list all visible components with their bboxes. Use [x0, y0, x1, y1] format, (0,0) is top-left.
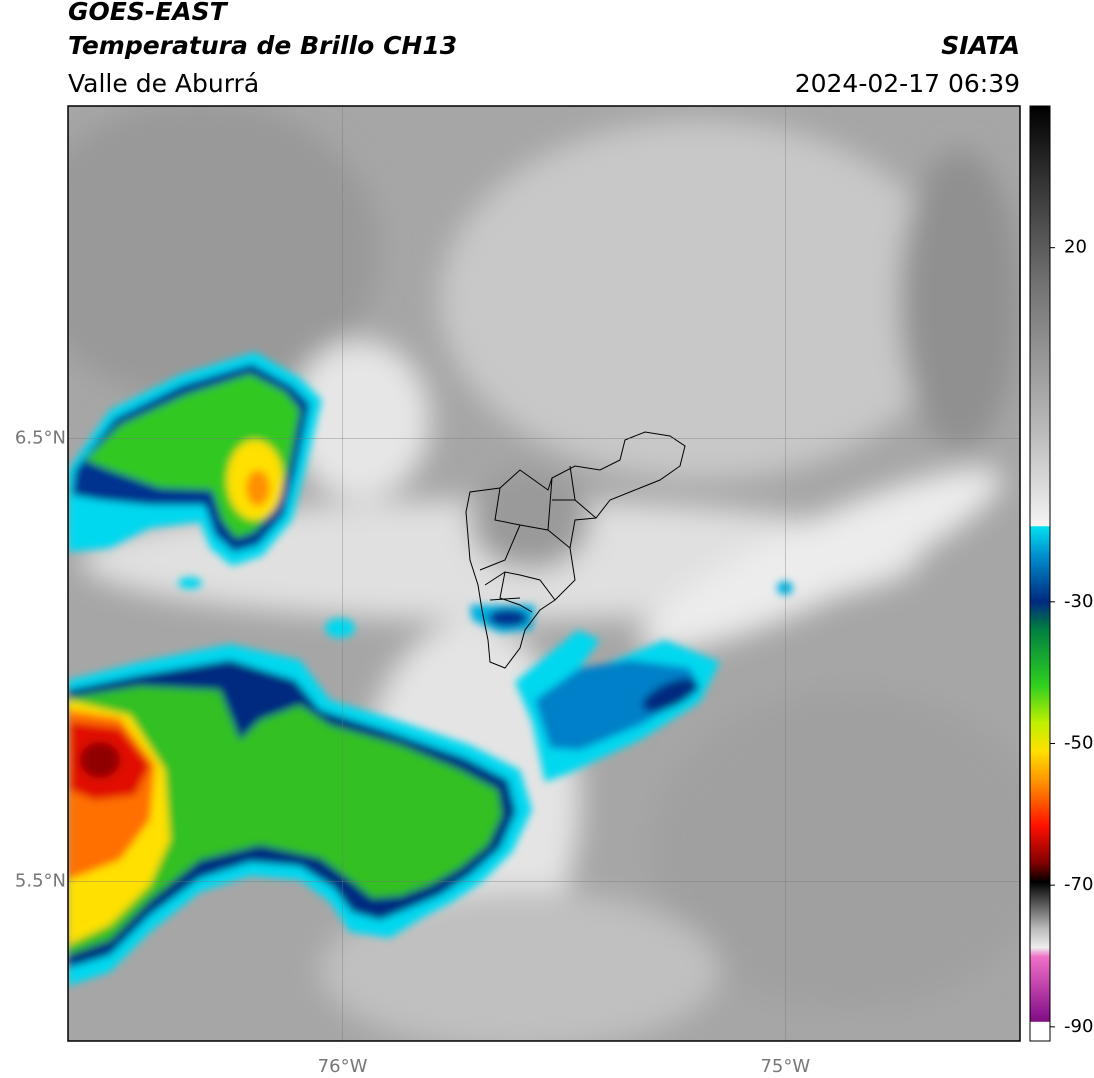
title: GOES-EAST — [68, 0, 229, 26]
source: SIATA — [941, 31, 1020, 60]
x-tick-label: 75°W — [760, 1056, 810, 1077]
x-tick-label: 76°W — [318, 1056, 368, 1077]
timestamp: 2024-02-17 06:39 — [795, 69, 1020, 98]
map-frame — [67, 105, 1021, 1042]
colorbar-tick-label: -30 — [1064, 591, 1093, 612]
colorbar-tick-label: -50 — [1064, 733, 1093, 754]
y-tick-label: 6.5°N — [15, 427, 66, 448]
colorbar-tick-label: 20 — [1064, 237, 1087, 258]
colorbar — [1029, 105, 1051, 1042]
boundaries — [465, 431, 686, 669]
satellite-image — [68, 106, 1020, 1041]
colorbar-tick-label: -90 — [1064, 1016, 1093, 1037]
colorbar-tick-label: -70 — [1064, 874, 1093, 895]
subtitle: Temperatura de Brillo CH13 — [68, 31, 457, 60]
y-tick-label: 5.5°N — [15, 870, 66, 891]
region: Valle de Aburrá — [68, 69, 259, 98]
